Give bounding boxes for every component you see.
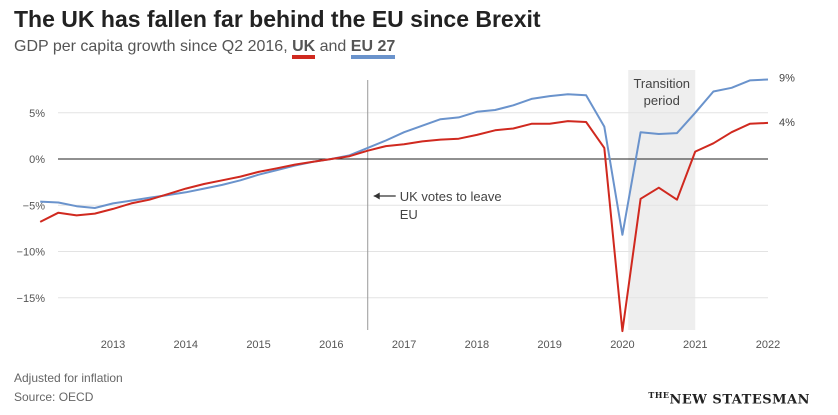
legend-uk: UK	[292, 38, 316, 59]
y-tick-label: 0%	[29, 154, 45, 166]
annotation-label-1: UK votes to leave	[400, 189, 502, 204]
x-tick-label: 2021	[683, 339, 707, 351]
new-statesman-logo: THENEW STATESMAN	[648, 390, 810, 407]
x-tick-label: 2014	[174, 339, 198, 351]
subtitle-prefix: GDP per capita growth since Q2 2016,	[14, 38, 293, 55]
footnote-source: Source: OECD	[14, 390, 94, 404]
footnote-adjusted: Adjusted for inflation	[14, 371, 123, 385]
transition-label-1: Transition	[633, 76, 690, 91]
x-tick-label: 2016	[319, 339, 343, 351]
x-tick-label: 2020	[610, 339, 634, 351]
legend-eu: EU 27	[350, 38, 396, 59]
y-tick-label: −15%	[17, 293, 46, 305]
annotation-label-2: EU	[400, 207, 418, 222]
transition-shade	[628, 70, 696, 330]
logo-prefix: THE	[648, 389, 670, 400]
x-tick-label: 2018	[465, 339, 489, 351]
y-tick-label: −5%	[23, 200, 46, 212]
x-tick-label: 2013	[101, 339, 125, 351]
transition-label-2: period	[644, 93, 680, 108]
y-tick-label: 5%	[29, 108, 45, 120]
chart-title: The UK has fallen far behind the EU sinc…	[14, 6, 541, 32]
series-line-uk	[39, 120, 769, 333]
end-label-eu-27: 9%	[779, 72, 795, 84]
y-tick-label: −10%	[17, 247, 46, 259]
x-tick-label: 2019	[537, 339, 561, 351]
logo-main: NEW STATESMAN	[669, 392, 810, 407]
annotation-arrow-head	[373, 192, 380, 200]
x-tick-label: 2017	[392, 339, 416, 351]
chart-subtitle: GDP per capita growth since Q2 2016, UK …	[14, 38, 396, 59]
x-tick-label: 2015	[246, 339, 270, 351]
end-label-uk: 4%	[779, 117, 795, 129]
x-tick-label: 2022	[756, 339, 780, 351]
subtitle-and: and	[315, 38, 351, 55]
